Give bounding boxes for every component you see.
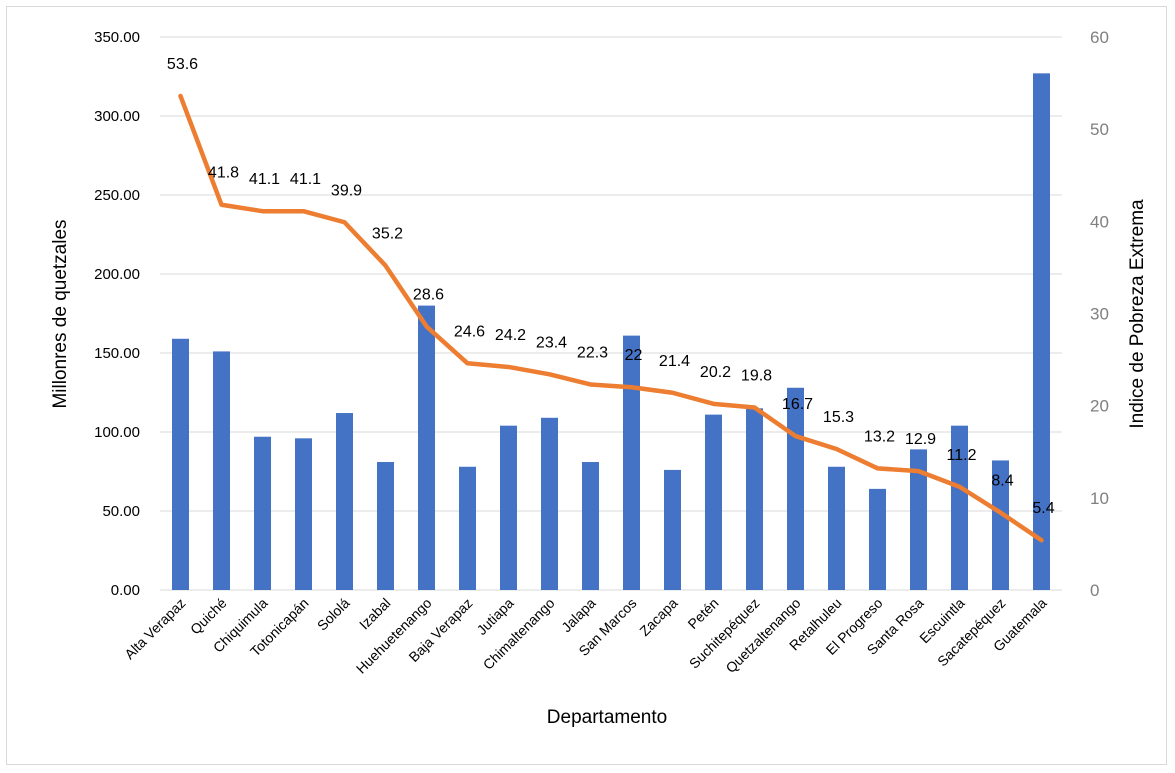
bar — [541, 417, 558, 590]
x-tick-label: Chimaltenango — [480, 595, 558, 673]
bar — [295, 438, 312, 590]
right-tick-label: 30 — [1090, 305, 1109, 324]
data-label: 12.9 — [905, 431, 936, 448]
data-label: 16.7 — [782, 396, 813, 413]
bar — [336, 413, 353, 590]
bar — [705, 414, 722, 590]
data-label: 41.1 — [290, 171, 321, 188]
bar — [377, 462, 394, 590]
data-label: 24.6 — [454, 323, 485, 340]
bar — [951, 425, 968, 590]
left-tick-label: 50.00 — [102, 503, 140, 520]
data-labels: 53.6 41.8 41.1 41.1 39.9 35.2 28.6 24.6 24.2 23.4… — [167, 56, 1055, 517]
right-tick-label: 50 — [1090, 120, 1109, 139]
bar — [910, 449, 927, 590]
left-tick-label: 200.00 — [94, 266, 140, 283]
data-label: 5.4 — [1032, 500, 1054, 517]
bar — [664, 469, 681, 590]
left-axis-title: Millonres de quetzales — [50, 219, 71, 408]
x-tick-label: Suchitepéquez — [686, 595, 763, 672]
right-tick-label: 20 — [1090, 397, 1109, 416]
x-tick-label: Izabal — [356, 595, 394, 633]
right-tick-label: 0 — [1090, 581, 1099, 600]
bar — [869, 488, 886, 590]
data-label: 20.2 — [700, 364, 731, 381]
bar-series — [172, 73, 1050, 591]
bar — [582, 462, 599, 590]
data-label: 39.9 — [331, 182, 362, 199]
data-label: 13.2 — [864, 428, 895, 445]
bar — [213, 351, 230, 590]
x-tick-label: Sololá — [314, 595, 353, 634]
left-axis-ticks: 0.00 50.00 100.00 150.00 200.00 250.00 300.00 3… — [94, 29, 140, 599]
data-label: 23.4 — [536, 334, 567, 351]
right-axis-title: Indice de Pobreza Extrema — [1127, 199, 1148, 429]
bar — [746, 408, 763, 590]
data-label: 28.6 — [413, 286, 444, 303]
data-label: 21.4 — [659, 353, 690, 370]
left-tick-label: 350.00 — [94, 29, 140, 46]
left-tick-label: 100.00 — [94, 424, 140, 441]
bar — [787, 387, 804, 590]
bar — [418, 305, 435, 590]
left-tick-label: 150.00 — [94, 345, 140, 362]
data-label: 22.3 — [577, 344, 608, 361]
right-axis-ticks: 0 10 20 30 40 50 60 — [1090, 28, 1109, 600]
bar — [1033, 73, 1050, 591]
data-label: 35.2 — [372, 226, 403, 243]
x-tick-label: Alta Verapaz — [121, 595, 188, 662]
bar — [172, 338, 189, 590]
bar — [254, 436, 271, 590]
data-label: 8.4 — [991, 473, 1013, 490]
left-tick-label: 250.00 — [94, 187, 140, 204]
right-tick-label: 10 — [1090, 489, 1109, 508]
data-label: 41.8 — [208, 165, 239, 182]
bar — [623, 335, 640, 590]
data-label: 53.6 — [167, 56, 198, 73]
data-label: 24.2 — [495, 327, 526, 344]
bar — [992, 460, 1009, 590]
data-label: 11.2 — [947, 447, 977, 464]
left-tick-label: 0.00 — [111, 582, 140, 599]
data-label: 15.3 — [823, 409, 854, 426]
data-label: 41.1 — [249, 171, 280, 188]
left-tick-label: 300.00 — [94, 108, 140, 125]
data-label: 22 — [625, 347, 643, 364]
line-path — [178, 93, 1044, 543]
right-tick-label: 60 — [1090, 28, 1109, 47]
x-tick-label: Zacapa — [636, 595, 680, 639]
x-axis-title: Departamento — [547, 707, 667, 728]
x-tick-label: Petén — [684, 595, 721, 632]
data-label: 19.8 — [741, 368, 772, 385]
bar — [500, 425, 517, 590]
right-tick-label: 40 — [1090, 212, 1109, 231]
bar — [459, 466, 476, 590]
line-series — [178, 93, 1044, 543]
bar — [828, 466, 845, 590]
